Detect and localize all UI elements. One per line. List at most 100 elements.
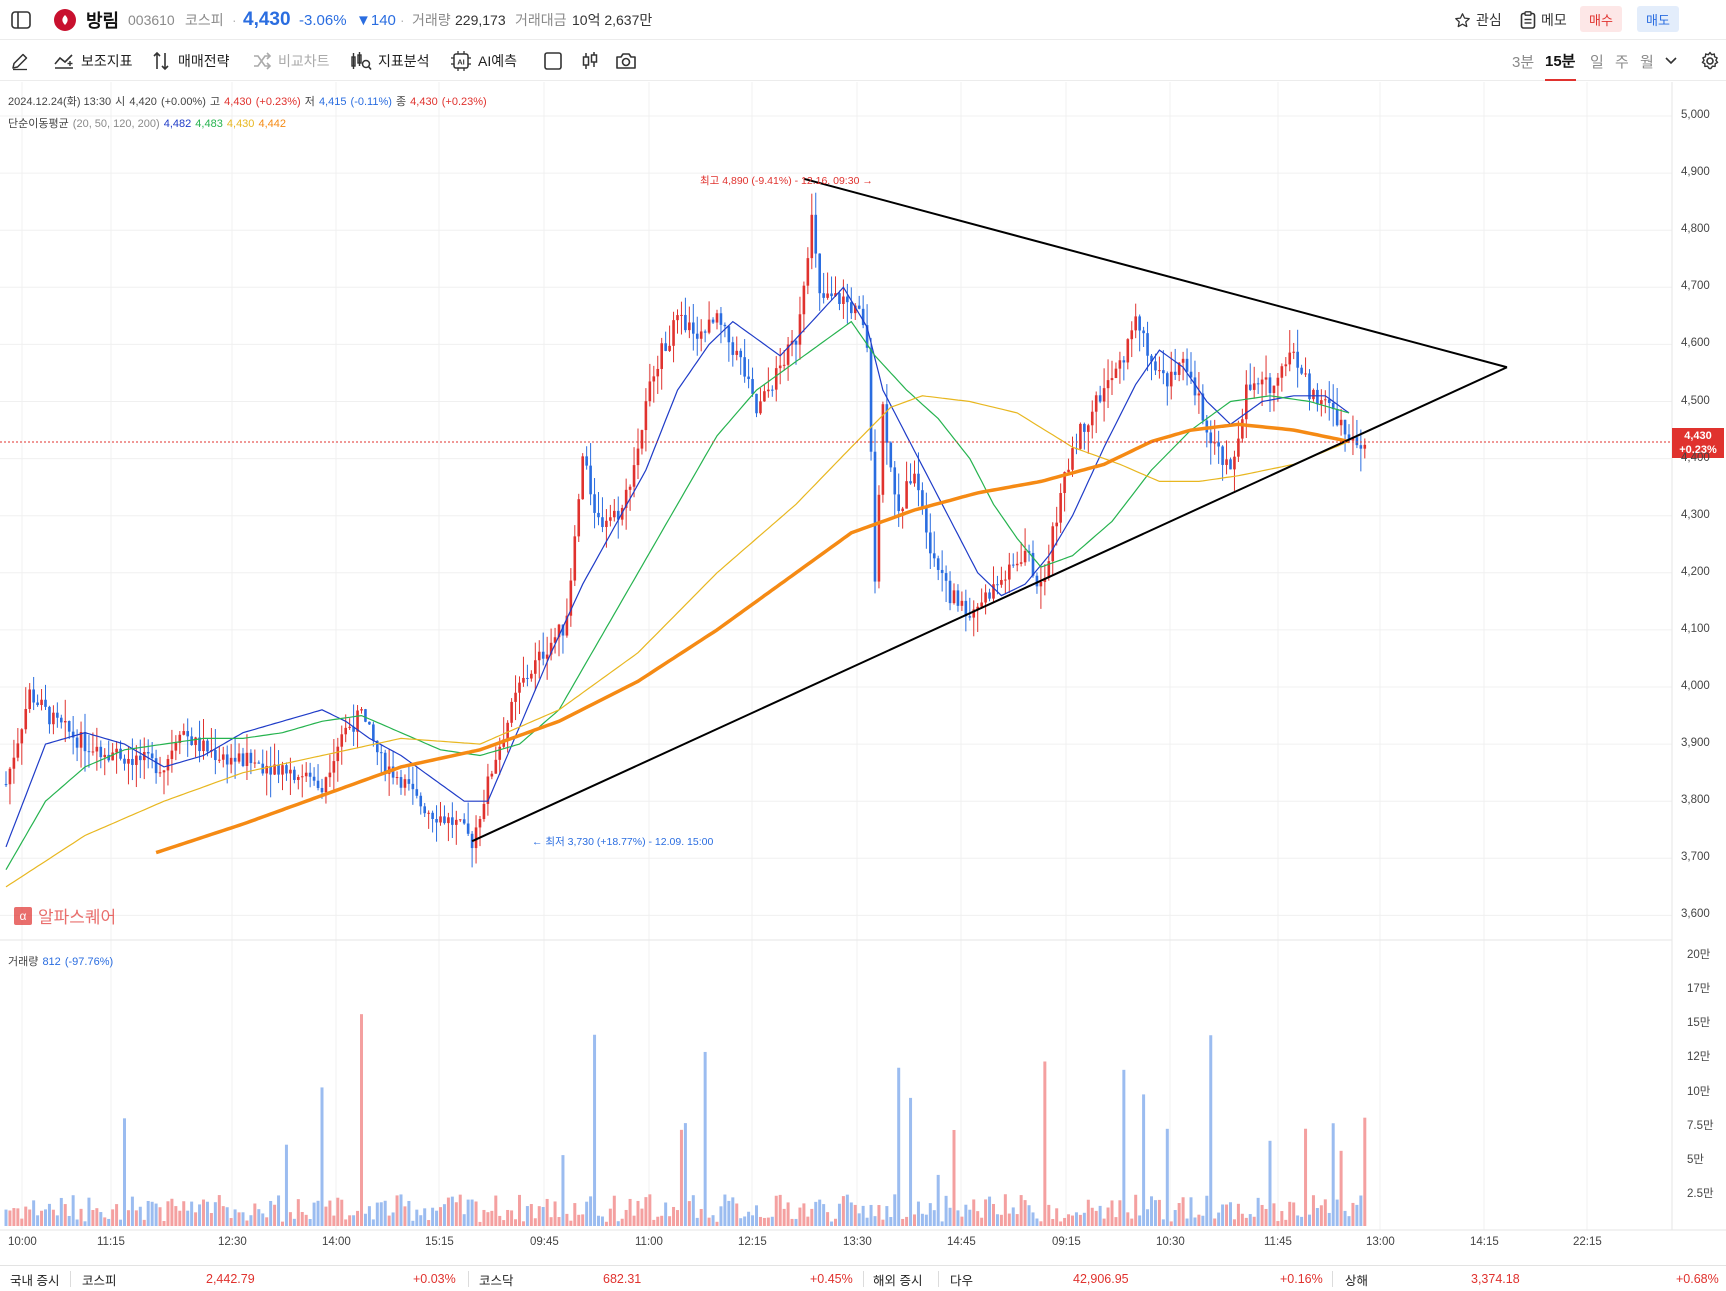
- volume-bar: [431, 1207, 435, 1226]
- candle-body: [996, 584, 999, 586]
- open-value: 4,420: [129, 96, 157, 108]
- ai-prediction-button[interactable]: AI AI예측: [450, 41, 517, 81]
- indicator-analysis-button[interactable]: 지표분석: [350, 41, 430, 81]
- alphasquare-logo-icon: α: [14, 906, 32, 925]
- volume-bar: [312, 1202, 316, 1226]
- memo-button[interactable]: 메모: [1520, 0, 1567, 40]
- candle-body: [897, 494, 900, 512]
- layout-button[interactable]: [543, 41, 563, 81]
- volume-legend[interactable]: 거래량 812 (-97.76%): [8, 953, 114, 969]
- volume-bar: [660, 1215, 664, 1226]
- strategy-button[interactable]: 매매전략: [152, 41, 230, 81]
- screenshot-button[interactable]: [615, 41, 637, 81]
- candle-body: [1146, 333, 1149, 356]
- candlesticks: [4, 192, 1367, 868]
- candle-body: [735, 350, 739, 355]
- candle-body: [127, 758, 130, 764]
- alphasquare-watermark: α 알파스퀘어: [14, 903, 116, 928]
- period-week[interactable]: 주: [1615, 53, 1629, 71]
- volume-bar: [869, 1204, 873, 1226]
- x-tick-label: 12:30: [218, 1236, 247, 1248]
- period-3min[interactable]: 3분: [1512, 53, 1535, 71]
- volume-bar: [348, 1215, 352, 1226]
- volume-bar: [905, 1216, 909, 1226]
- volume-bar: [1094, 1210, 1098, 1226]
- candle-body: [656, 368, 660, 377]
- candle-body: [115, 748, 118, 753]
- kospi-value: 2,442.79: [206, 1272, 255, 1286]
- dow-change: +0.16%: [1280, 1272, 1323, 1286]
- sell-button[interactable]: 매도: [1637, 6, 1679, 32]
- volume-bar: [194, 1212, 198, 1226]
- kospi-label[interactable]: 코스피: [82, 1273, 117, 1288]
- candle-body: [63, 720, 67, 723]
- candle-body: [853, 305, 857, 314]
- volume-bar: [881, 1219, 885, 1226]
- volume-bar: [988, 1196, 992, 1226]
- x-tick-label: 11:45: [1264, 1236, 1292, 1248]
- period-more-button[interactable]: [1665, 41, 1677, 81]
- period-15min[interactable]: 15분: [1545, 41, 1576, 81]
- candle-body: [289, 769, 292, 774]
- candle-body: [1138, 316, 1141, 331]
- volume-bar: [561, 1155, 565, 1226]
- sidebar-toggle-icon[interactable]: [10, 0, 32, 40]
- candle-body: [707, 319, 711, 333]
- candle-body: [921, 490, 924, 508]
- candle-body: [79, 732, 83, 748]
- volume-bar: [99, 1212, 103, 1226]
- indicator-button[interactable]: 보조지표: [53, 41, 133, 81]
- candle-body: [1312, 389, 1315, 400]
- volume-bar: [1157, 1199, 1161, 1226]
- volume-bar: [470, 1199, 474, 1226]
- shanghai-label[interactable]: 상해: [1345, 1273, 1369, 1288]
- volume-bar: [1003, 1194, 1007, 1226]
- price-chart[interactable]: [0, 82, 1726, 1264]
- candle-body: [857, 305, 861, 309]
- watchlist-button[interactable]: 관심: [1454, 0, 1502, 40]
- chart-grid: [0, 82, 1672, 1230]
- candle-body: [399, 777, 403, 788]
- volume-bar: [320, 1087, 324, 1226]
- candle-body: [206, 740, 209, 752]
- compare-chart-button[interactable]: 비교차트: [252, 41, 330, 81]
- volume-bar: [379, 1202, 383, 1226]
- open-pct: (+0.00%): [160, 96, 206, 108]
- candle-body: [376, 740, 379, 753]
- candle-body: [534, 660, 537, 674]
- candle-body: [1181, 358, 1185, 363]
- volume-bar: [762, 1217, 766, 1226]
- ma-legend[interactable]: 단순이동평균 (20, 50, 120, 200) 4,482 4,483 4,…: [8, 115, 287, 131]
- volume-bar: [1323, 1199, 1327, 1226]
- candle-body: [1169, 371, 1173, 387]
- period-month[interactable]: 월: [1640, 53, 1654, 71]
- candle-body: [585, 456, 588, 466]
- candle-body: [581, 456, 584, 500]
- drawing-tool-button[interactable]: [10, 41, 30, 81]
- candle-body: [771, 389, 774, 391]
- kosdaq-label[interactable]: 코스닥: [479, 1273, 514, 1288]
- strategy-label: 매매전략: [178, 53, 230, 69]
- dow-value: 42,906.95: [1073, 1272, 1129, 1286]
- candle-body: [1324, 399, 1327, 401]
- candle-body: [557, 624, 561, 638]
- candle-body: [1359, 445, 1363, 449]
- volume-bar: [1090, 1207, 1094, 1226]
- settings-button[interactable]: [1700, 41, 1720, 81]
- chart-type-button[interactable]: [580, 41, 600, 81]
- candle-body: [229, 757, 233, 765]
- stock-name[interactable]: 방림: [86, 11, 120, 31]
- volume-bar: [328, 1200, 332, 1226]
- volume-bar: [992, 1203, 995, 1226]
- high-value: 4,430: [224, 96, 252, 108]
- candle-body: [960, 600, 964, 606]
- candle-body: [186, 731, 189, 737]
- volume-bar: [893, 1194, 897, 1226]
- buy-button[interactable]: 매수: [1580, 6, 1622, 32]
- volume-bar: [1276, 1221, 1280, 1226]
- period-day[interactable]: 일: [1590, 53, 1604, 71]
- candle-body: [293, 769, 296, 780]
- dow-label[interactable]: 다우: [950, 1273, 974, 1288]
- y-tick-label: 3,600: [1681, 908, 1710, 921]
- candle-body: [32, 689, 35, 703]
